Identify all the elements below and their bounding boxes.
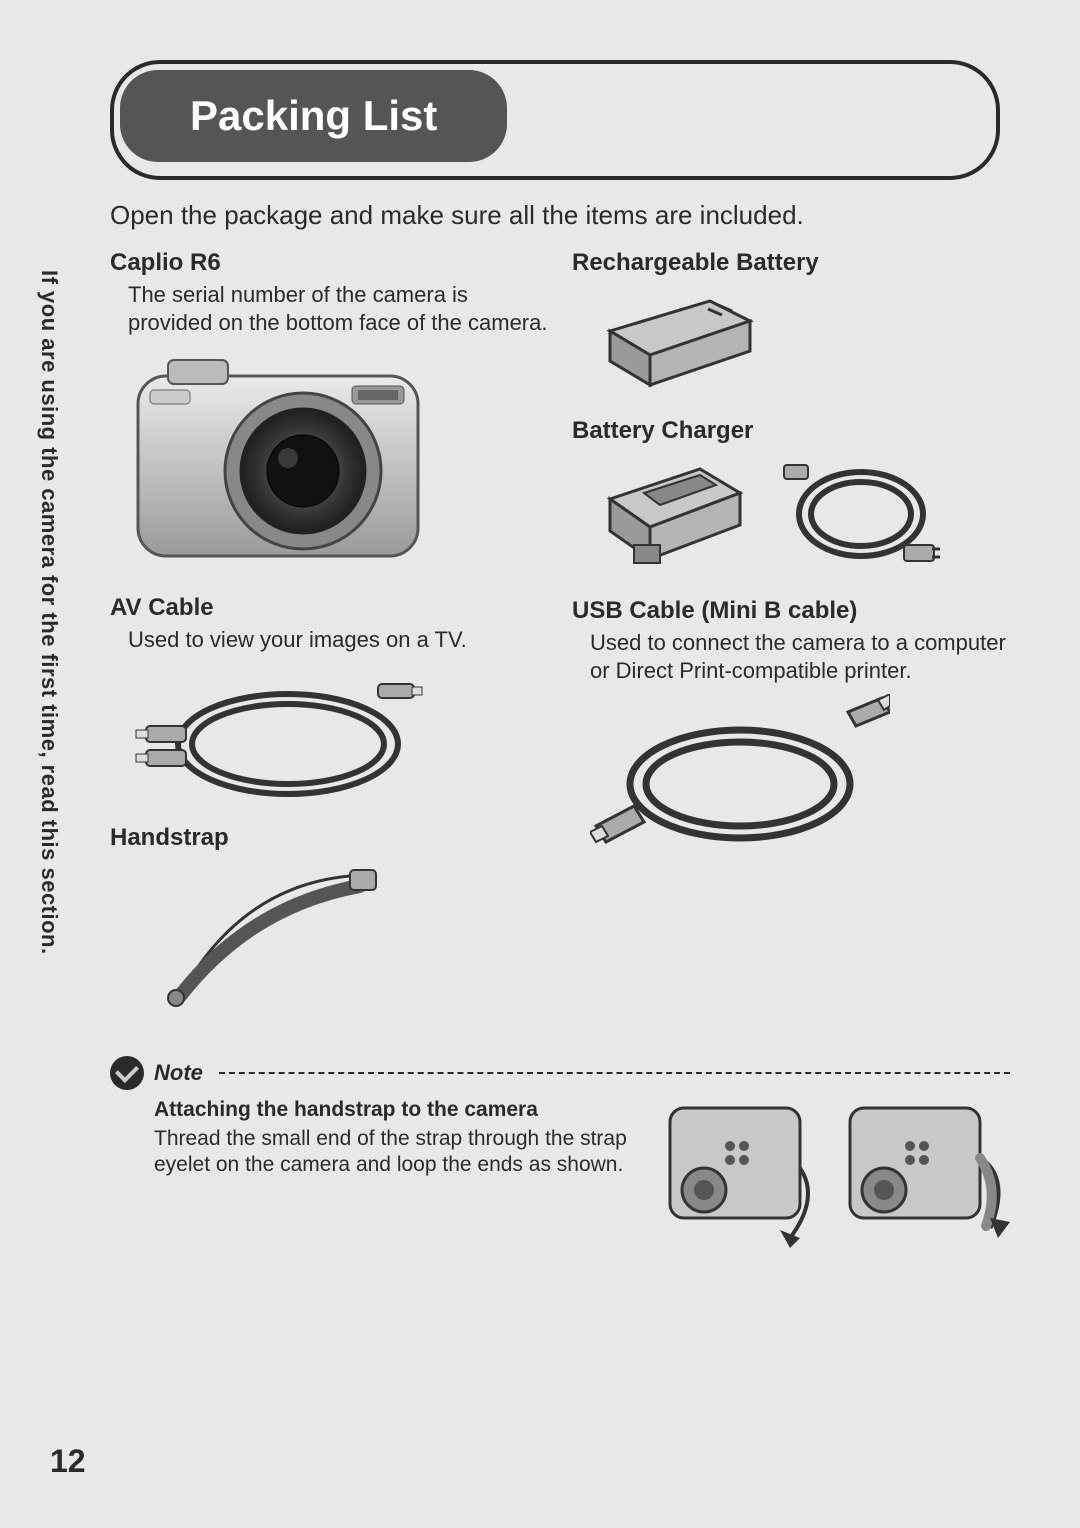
item-desc-av: Used to view your images on a TV. xyxy=(128,626,548,654)
side-label: If you are using the camera for the firs… xyxy=(36,270,62,955)
item-desc-caplio: The serial number of the camera is provi… xyxy=(128,281,548,336)
battery-image xyxy=(590,281,1010,401)
strap-step1-image xyxy=(660,1098,830,1248)
check-icon xyxy=(110,1056,144,1090)
content-columns: Caplio R6 The serial number of the camer… xyxy=(110,243,1010,1016)
item-title-usb: USB Cable (Mini B cable) xyxy=(572,597,1010,625)
note-label: Note xyxy=(154,1060,203,1086)
item-title-av: AV Cable xyxy=(110,594,548,622)
note-paragraph: Thread the small end of the strap throug… xyxy=(154,1126,642,1179)
item-desc-usb: Used to connect the camera to a computer… xyxy=(590,629,1010,684)
page-title: Packing List xyxy=(120,70,507,162)
item-title-charger: Battery Charger xyxy=(572,417,1010,445)
note-text: Attaching the handstrap to the camera Th… xyxy=(154,1098,642,1248)
handstrap-image xyxy=(150,856,548,1016)
item-title-strap: Handstrap xyxy=(110,824,548,852)
page-number: 12 xyxy=(50,1443,86,1480)
item-title-caplio: Caplio R6 xyxy=(110,249,548,277)
charger-images xyxy=(590,449,1010,579)
note-body: Attaching the handstrap to the camera Th… xyxy=(154,1098,1010,1248)
left-column: Caplio R6 The serial number of the camer… xyxy=(110,243,548,1016)
strap-step2-image xyxy=(840,1098,1010,1248)
usb-cable-image xyxy=(590,694,1010,864)
title-frame: Packing List xyxy=(110,60,1000,180)
av-cable-image xyxy=(128,664,548,814)
camera-image xyxy=(128,346,548,576)
note-divider xyxy=(219,1072,1010,1074)
manual-page: If you are using the camera for the firs… xyxy=(0,0,1080,1528)
note-section: Note Attaching the handstrap to the came… xyxy=(110,1056,1010,1248)
right-column: Rechargeable Battery Battery Charger xyxy=(572,243,1010,1016)
intro-text: Open the package and make sure all the i… xyxy=(110,200,1010,231)
note-images xyxy=(660,1098,1010,1248)
note-header: Note xyxy=(110,1056,1010,1090)
item-title-battery: Rechargeable Battery xyxy=(572,249,1010,277)
note-subtitle: Attaching the handstrap to the camera xyxy=(154,1098,642,1122)
